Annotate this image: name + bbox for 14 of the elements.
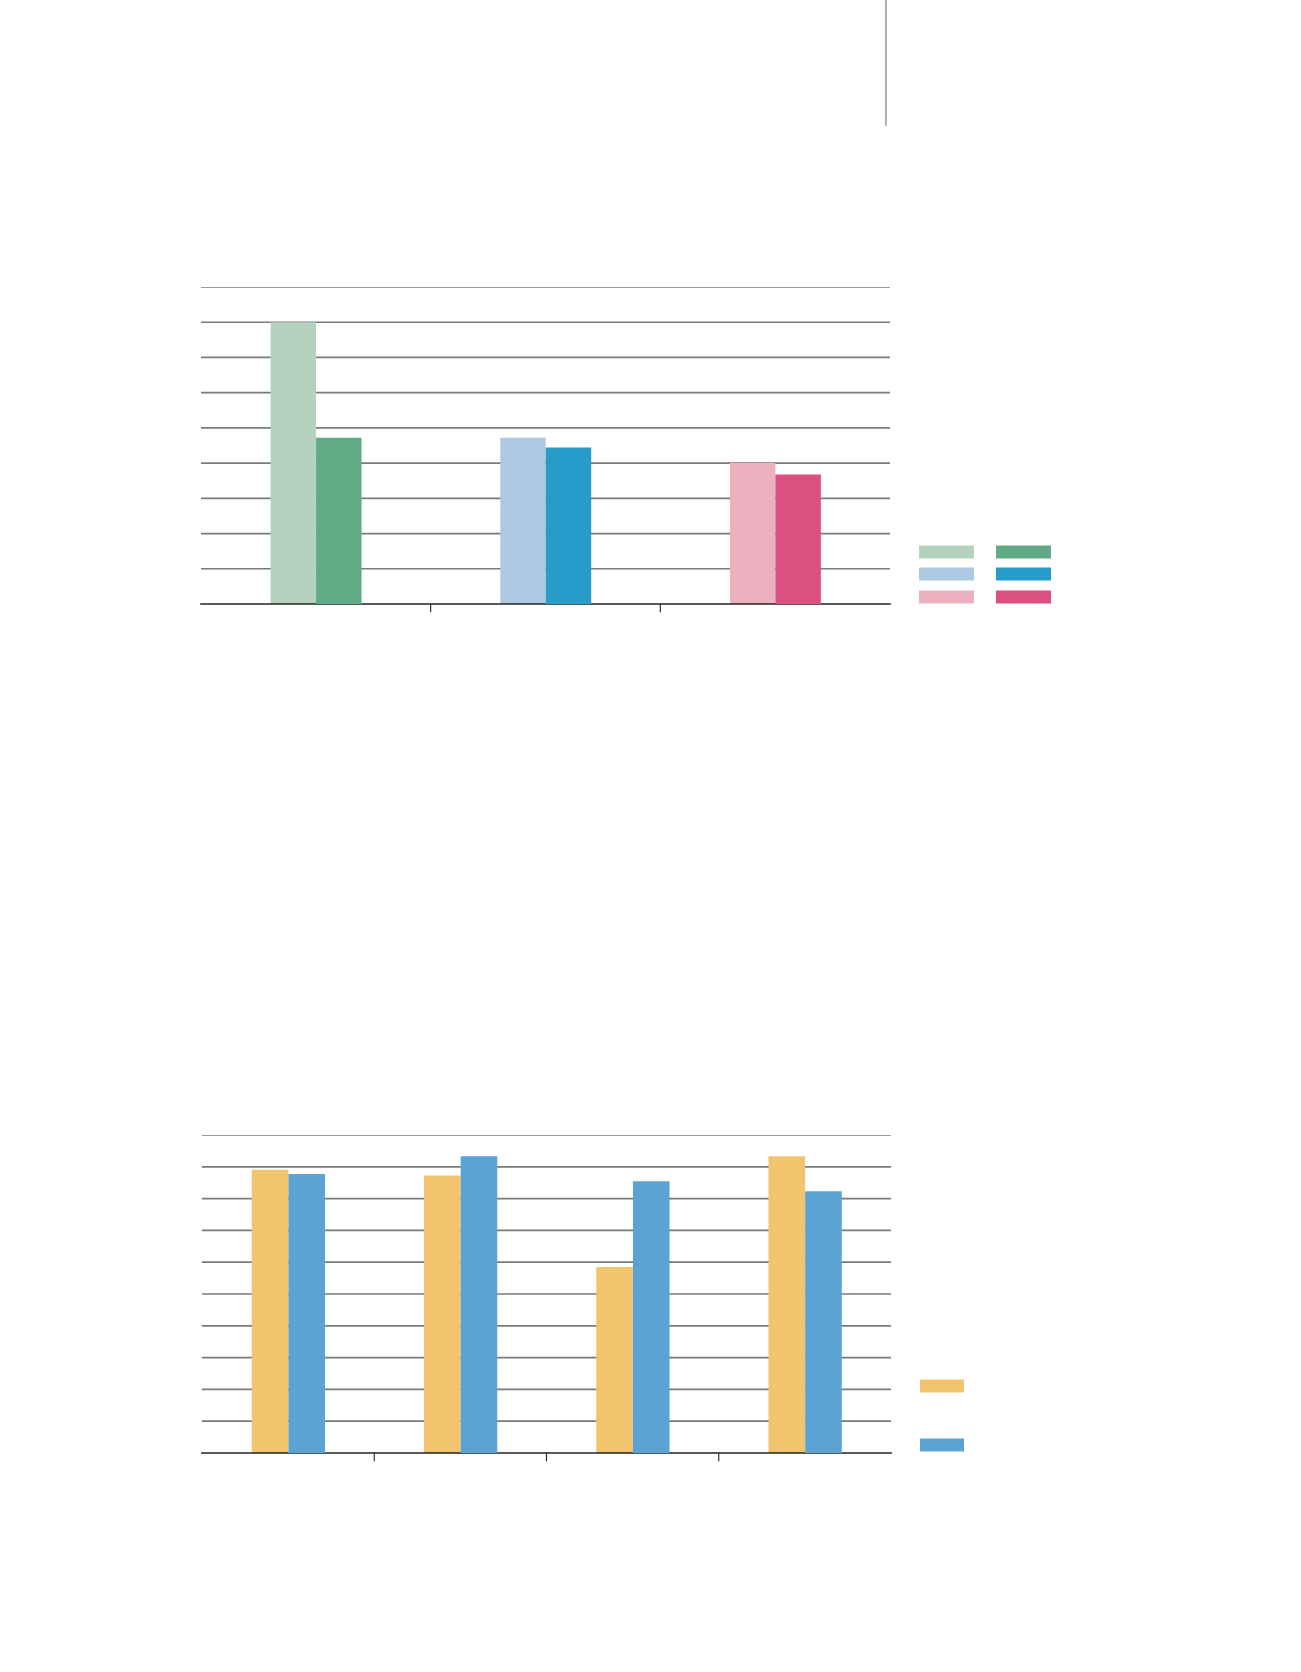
- bar: [805, 1191, 842, 1453]
- bar: [729, 463, 776, 604]
- bar: [251, 1169, 289, 1453]
- bar: [596, 1266, 633, 1453]
- bar: [316, 437, 362, 604]
- bar: [500, 437, 546, 604]
- bar: [545, 447, 592, 604]
- bar: [288, 1174, 326, 1453]
- bar: [632, 1181, 670, 1453]
- bar: [270, 322, 317, 604]
- bar: [775, 474, 821, 604]
- bar: [768, 1156, 806, 1453]
- bar: [460, 1156, 498, 1453]
- bar: [423, 1175, 461, 1453]
